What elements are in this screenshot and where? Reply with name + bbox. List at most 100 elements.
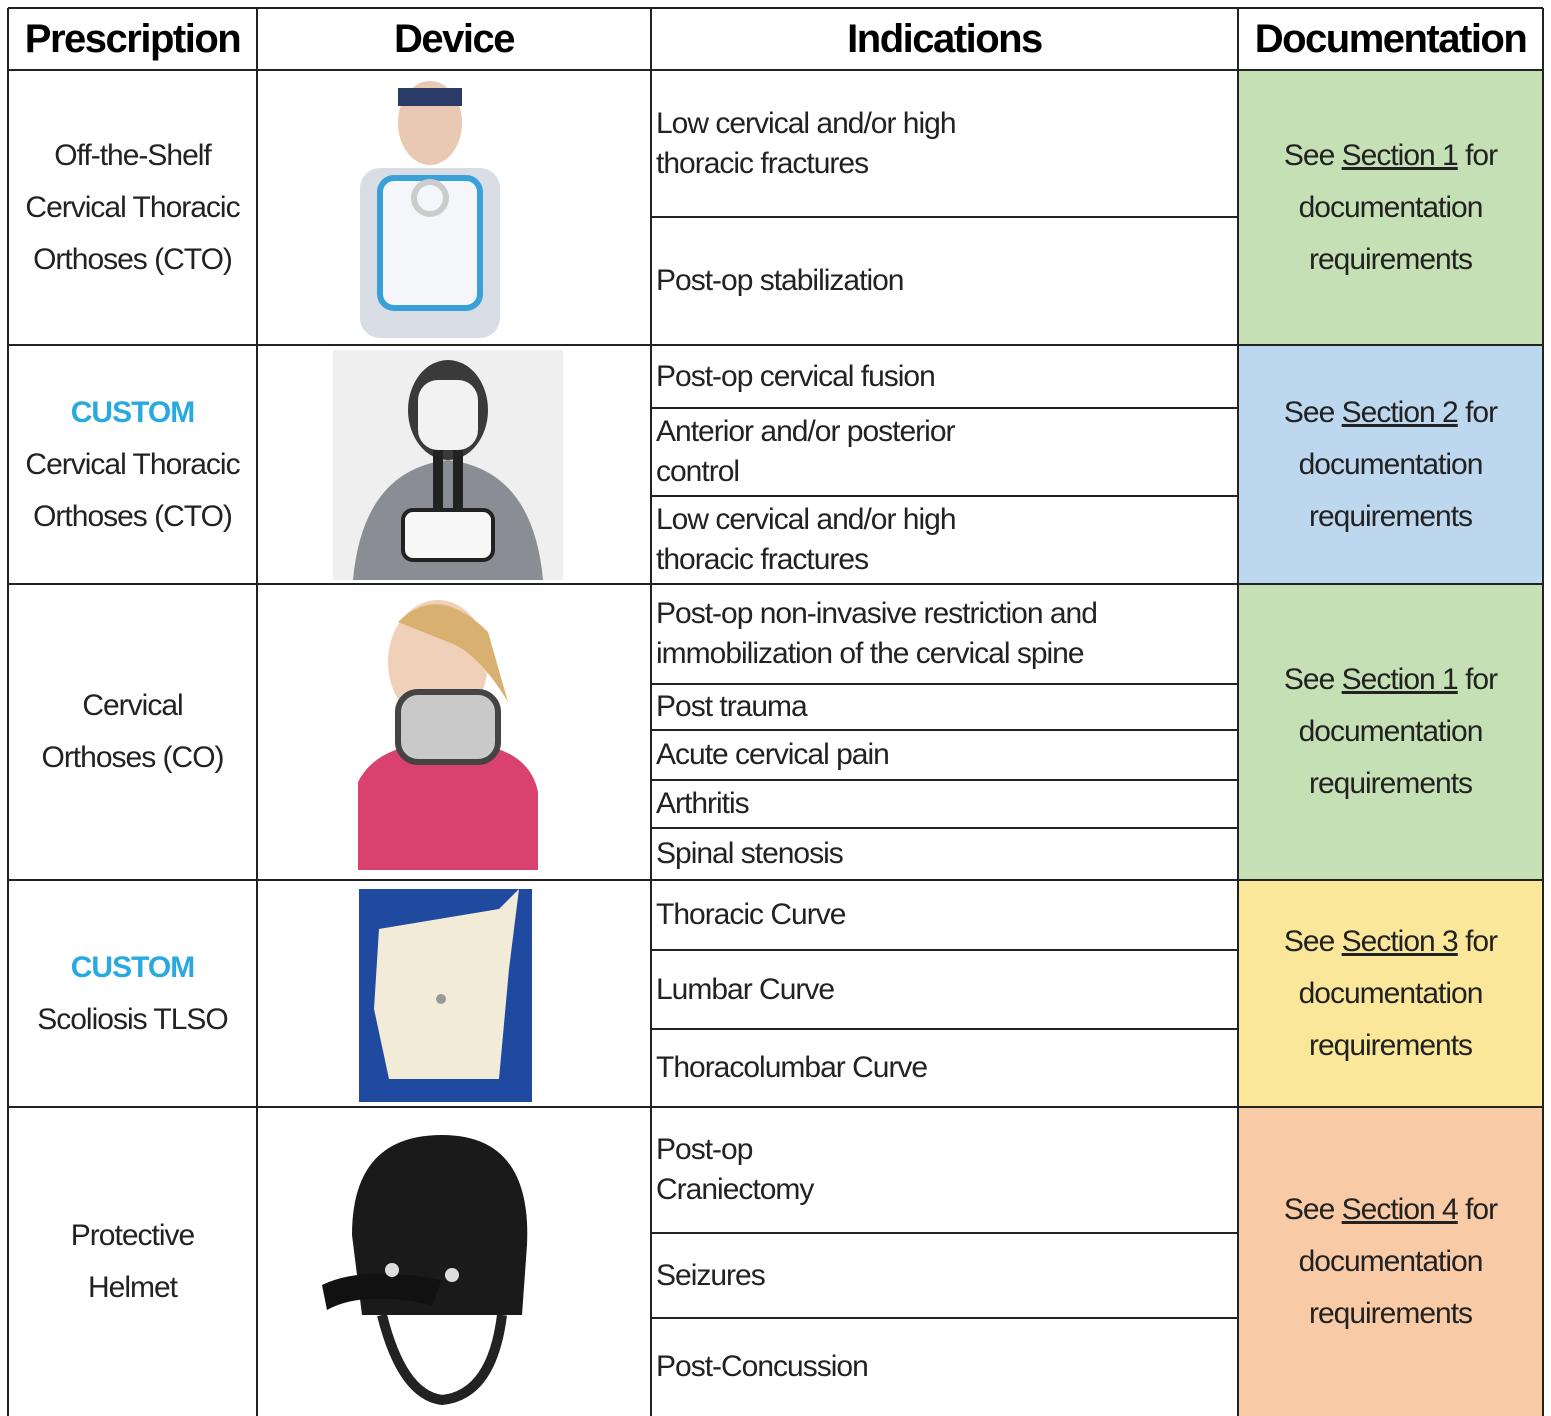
row-divider: [651, 949, 1238, 951]
row-divider: [651, 407, 1238, 409]
doc-line: documentation: [1298, 190, 1484, 224]
indication-cell: Post-op cervical fusion: [656, 345, 1238, 408]
row-divider: [8, 344, 1543, 346]
doc-suffix: for: [1465, 1192, 1498, 1226]
table-border: [8, 7, 1543, 9]
prescription-line: Protective: [70, 1218, 195, 1252]
doc-prefix: See: [1283, 395, 1335, 429]
section-link[interactable]: Section 1: [1341, 663, 1459, 696]
prescription-line: Cervical: [82, 689, 183, 722]
indication-cell: Arthritis: [656, 780, 1238, 828]
doc-suffix: for: [1465, 663, 1498, 696]
device-image: [358, 600, 538, 870]
indication-line: Craniectomy: [656, 1173, 814, 1206]
row-divider: [651, 1317, 1238, 1319]
section-link[interactable]: Section 2: [1341, 395, 1459, 429]
prescription-cell: Off-the-Shelf Cervical Thoracic Orthoses (…: [8, 70, 257, 345]
indication-line: Arthritis: [656, 787, 750, 820]
documentation-cell: See Section 4 for documentation requiremen…: [1238, 1107, 1543, 1416]
row-divider: [651, 729, 1238, 731]
doc-line: See Section 3 for: [1283, 916, 1498, 968]
doc-suffix: for: [1465, 138, 1498, 172]
indication-line: Seizures: [656, 1258, 766, 1292]
column-divider: [7, 8, 9, 1416]
doc-prefix: See: [1283, 138, 1335, 172]
documentation-cell: See Section 2 for documentation requiremen…: [1238, 345, 1543, 584]
doc-suffix: for: [1465, 924, 1498, 958]
indication-line: Post-op: [656, 1133, 753, 1166]
prescription-cell: Protective Helmet: [8, 1107, 257, 1416]
documentation-cell: See Section 1 for documentation requiremen…: [1238, 584, 1543, 880]
device-image: [359, 889, 532, 1102]
indication-cell: Low cervical and/or high thoracic fractur…: [656, 496, 1238, 584]
indication-cell: Post trauma: [656, 684, 1238, 730]
indication-line: Anterior and/or posterior: [656, 415, 956, 448]
indication-line: Post-op stabilization: [656, 264, 904, 297]
section-link[interactable]: Section 3: [1341, 924, 1459, 958]
prescription-cell: CUSTOM Scoliosis TLSO: [8, 880, 257, 1107]
indication-cell: Post-op non-invasive restriction and immo…: [656, 584, 1238, 684]
doc-line: requirements: [1308, 1296, 1473, 1330]
indication-line: Low cervical and/or high: [656, 503, 957, 536]
column-divider: [650, 8, 652, 1416]
doc-prefix: See: [1283, 924, 1335, 958]
prescription-line: Off-the-Shelf: [54, 138, 212, 172]
doc-line: documentation: [1298, 715, 1484, 748]
indication-cell: Post-Concussion: [656, 1318, 1238, 1416]
indication-line: Lumbar Curve: [656, 972, 835, 1006]
indication-cell: Anterior and/or posterior control: [656, 408, 1238, 496]
indication-line: control: [656, 455, 740, 488]
indication-line: thoracic fractures: [656, 146, 869, 180]
device-image: [322, 1135, 528, 1406]
indication-cell: Seizures: [656, 1233, 1238, 1318]
row-divider: [651, 216, 1238, 218]
section-link[interactable]: Section 1: [1341, 138, 1459, 172]
indication-line: Post-op cervical fusion: [656, 359, 936, 393]
prescription-line: Helmet: [87, 1270, 178, 1304]
row-divider: [651, 827, 1238, 829]
doc-line: requirements: [1308, 767, 1473, 800]
indication-line: Thoracolumbar Curve: [656, 1051, 928, 1084]
indication-line: Low cervical and/or high: [656, 106, 957, 140]
indication-line: Spinal stenosis: [656, 837, 844, 870]
indication-line: Acute cervical pain: [656, 738, 890, 771]
indication-line: Thoracic Curve: [656, 898, 846, 931]
doc-line: See Section 2 for: [1283, 387, 1498, 439]
indication-cell: Spinal stenosis: [656, 828, 1238, 880]
row-divider: [8, 583, 1543, 585]
custom-label: CUSTOM: [70, 395, 195, 429]
column-divider: [1542, 8, 1544, 1416]
column-header: Documentation: [1254, 16, 1528, 61]
indication-cell: Acute cervical pain: [656, 730, 1238, 780]
doc-line: requirements: [1308, 499, 1473, 533]
prescription-line: Orthoses (CTO): [33, 499, 233, 533]
prescription-line: Orthoses (CO): [41, 741, 224, 774]
indication-cell: Thoracic Curve: [656, 880, 1238, 950]
doc-line: See Section 1 for: [1283, 654, 1498, 706]
doc-prefix: See: [1283, 663, 1335, 696]
row-divider: [651, 1028, 1238, 1030]
column-header: Device: [394, 16, 515, 61]
prescription-line: Cervical Thoracic: [25, 190, 240, 224]
doc-line: requirements: [1308, 242, 1473, 276]
device-image: [333, 350, 563, 580]
row-divider: [8, 1106, 1543, 1108]
prescription-line: Cervical Thoracic: [25, 447, 240, 481]
indication-line: Post-op non-invasive restriction and: [656, 597, 1098, 630]
indication-line: Post trauma: [656, 690, 808, 723]
documentation-cell: See Section 1 for documentation requiremen…: [1238, 70, 1543, 345]
row-divider: [8, 69, 1543, 71]
row-divider: [8, 879, 1543, 881]
indication-line: thoracic fractures: [656, 543, 869, 576]
doc-line: requirements: [1308, 1028, 1473, 1062]
indication-line: Post-Concussion: [656, 1350, 869, 1383]
prescription-cell: Cervical Orthoses (CO): [8, 584, 257, 880]
doc-line: See Section 4 for: [1284, 1184, 1498, 1236]
row-divider: [651, 683, 1238, 685]
section-link[interactable]: Section 4: [1341, 1192, 1459, 1226]
prescription-line: Scoliosis TLSO: [37, 1002, 229, 1036]
indication-line: immobilization of the cervical spine: [656, 637, 1085, 670]
column-header: Indications: [847, 16, 1043, 61]
column-header: Prescription: [24, 16, 242, 61]
